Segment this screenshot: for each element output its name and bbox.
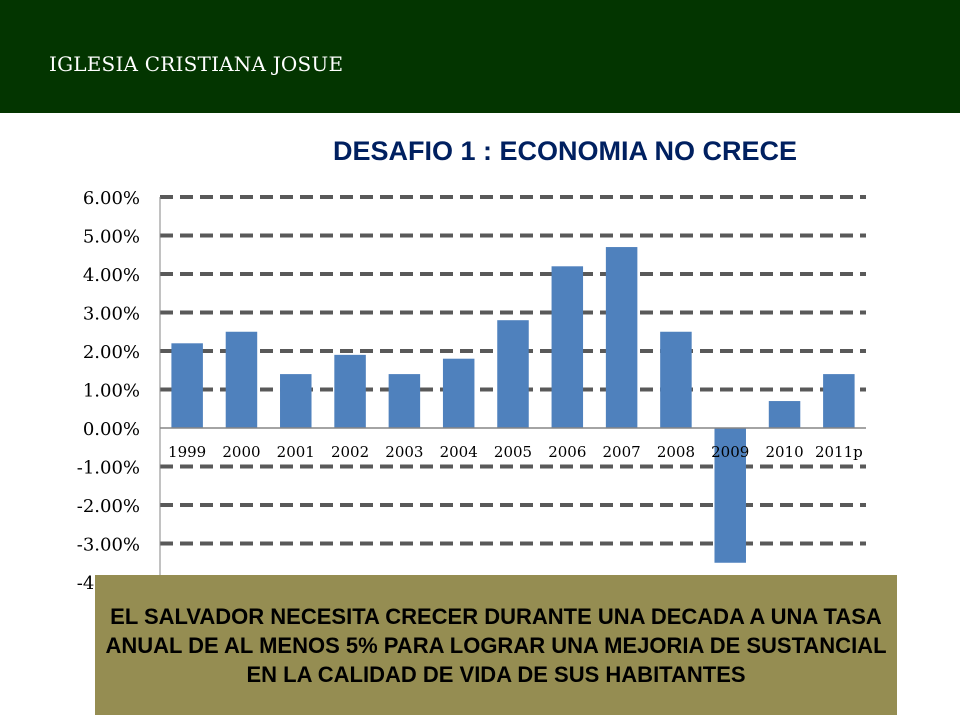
x-tick-label: 2008	[657, 443, 695, 461]
y-tick-label: 4.00%	[83, 265, 140, 286]
header-title: IGLESIA CRISTIANA JOSUE	[49, 52, 344, 76]
y-tick-label: 5.00%	[83, 227, 140, 248]
x-tick-label: 2010	[765, 443, 803, 461]
callout-text: EL SALVADOR NECESITA CRECER DURANTE UNA …	[105, 603, 887, 687]
header-bar: IGLESIA CRISTIANA JOSUE	[0, 0, 960, 113]
y-tick-label: -2.00%	[77, 496, 140, 517]
chart-title: DESAFIO 1 : ECONOMIA NO CRECE	[333, 136, 798, 166]
bar-2000	[225, 331, 258, 428]
bar-2002	[334, 354, 366, 428]
bar-2004	[442, 358, 475, 428]
y-tick-label: 3.00%	[83, 304, 140, 325]
bar-1999	[171, 343, 203, 428]
y-tick-label: -1.00%	[77, 458, 140, 479]
x-tick-label: 2003	[385, 443, 423, 461]
y-tick-label: 0.00%	[83, 419, 140, 440]
x-tick-label: 2002	[331, 443, 369, 461]
x-tick-label: 2005	[494, 443, 532, 461]
y-tick-label: 6.00%	[83, 188, 140, 209]
x-tick-label: 2011p	[815, 443, 863, 461]
x-tick-label: 2009	[711, 443, 749, 461]
x-tick-label: 2007	[603, 443, 641, 461]
bar-2009	[714, 428, 746, 563]
y-tick-label: 2.00%	[83, 342, 140, 363]
bar-2003	[388, 374, 421, 428]
bar-2010	[768, 401, 801, 428]
x-tick-label: 2001	[277, 443, 315, 461]
bar-2006	[551, 266, 584, 428]
bar-2001	[280, 374, 312, 428]
x-tick-label: 1999	[168, 443, 206, 461]
bar-2007	[605, 247, 638, 428]
callout-box: EL SALVADOR NECESITA CRECER DURANTE UNA …	[95, 575, 897, 715]
x-tick-label: 2000	[222, 443, 260, 461]
x-tick-label: 2006	[548, 443, 586, 461]
y-tick-label: 1.00%	[83, 381, 140, 402]
x-tick-label: 2004	[440, 443, 478, 461]
bar-2011p	[823, 374, 855, 428]
bar-2008	[660, 331, 692, 428]
y-tick-label: -3.00%	[77, 535, 140, 556]
bar-2005	[497, 320, 529, 428]
